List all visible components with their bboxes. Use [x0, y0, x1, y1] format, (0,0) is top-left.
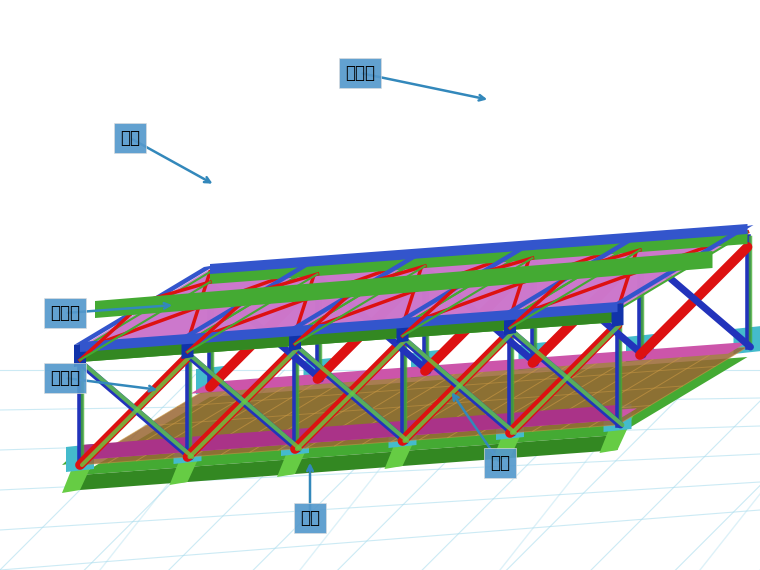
Polygon shape: [80, 264, 318, 350]
Text: 腹杆: 腹杆: [490, 454, 510, 472]
Polygon shape: [196, 366, 224, 394]
Polygon shape: [518, 342, 546, 370]
Polygon shape: [397, 319, 409, 343]
Polygon shape: [62, 448, 98, 465]
Polygon shape: [600, 408, 635, 425]
Polygon shape: [295, 248, 533, 334]
Polygon shape: [188, 253, 425, 339]
Polygon shape: [277, 432, 313, 449]
Text: 上弦: 上弦: [120, 129, 140, 147]
Text: 桥面系: 桥面系: [50, 369, 80, 387]
Polygon shape: [182, 335, 194, 359]
Polygon shape: [80, 302, 617, 352]
Polygon shape: [295, 245, 533, 331]
Polygon shape: [173, 436, 201, 464]
Polygon shape: [80, 405, 617, 460]
Polygon shape: [510, 229, 748, 315]
Polygon shape: [496, 412, 524, 440]
Polygon shape: [397, 241, 539, 321]
Polygon shape: [303, 358, 331, 386]
Polygon shape: [80, 435, 617, 490]
Polygon shape: [733, 326, 760, 354]
Polygon shape: [210, 232, 748, 284]
Polygon shape: [80, 261, 318, 347]
Polygon shape: [626, 334, 654, 362]
Polygon shape: [210, 224, 748, 274]
Polygon shape: [80, 347, 748, 465]
Polygon shape: [385, 424, 420, 441]
Text: 上横联: 上横联: [50, 304, 80, 322]
Polygon shape: [504, 233, 646, 313]
Polygon shape: [612, 225, 753, 305]
Polygon shape: [188, 256, 425, 342]
Polygon shape: [74, 343, 86, 367]
Polygon shape: [411, 350, 439, 378]
Polygon shape: [289, 249, 431, 329]
Polygon shape: [388, 420, 416, 448]
Polygon shape: [281, 428, 309, 456]
Polygon shape: [62, 448, 98, 493]
Polygon shape: [612, 303, 623, 327]
Polygon shape: [403, 237, 640, 323]
Polygon shape: [403, 240, 640, 326]
Polygon shape: [80, 310, 617, 362]
Polygon shape: [169, 440, 205, 485]
Polygon shape: [504, 311, 516, 335]
Polygon shape: [492, 416, 528, 433]
Text: 下弦: 下弦: [300, 509, 320, 527]
Polygon shape: [277, 432, 313, 477]
Polygon shape: [66, 444, 94, 472]
Polygon shape: [603, 404, 632, 432]
Polygon shape: [600, 408, 635, 453]
Polygon shape: [80, 357, 748, 475]
Polygon shape: [191, 342, 748, 394]
Polygon shape: [80, 310, 617, 362]
Polygon shape: [95, 251, 713, 318]
Polygon shape: [492, 416, 528, 461]
Polygon shape: [385, 424, 420, 469]
Polygon shape: [510, 232, 748, 318]
Text: 上平联: 上平联: [345, 64, 375, 82]
Polygon shape: [169, 440, 205, 457]
Polygon shape: [289, 327, 301, 351]
Polygon shape: [182, 257, 324, 337]
Polygon shape: [74, 265, 216, 345]
Polygon shape: [80, 408, 637, 460]
